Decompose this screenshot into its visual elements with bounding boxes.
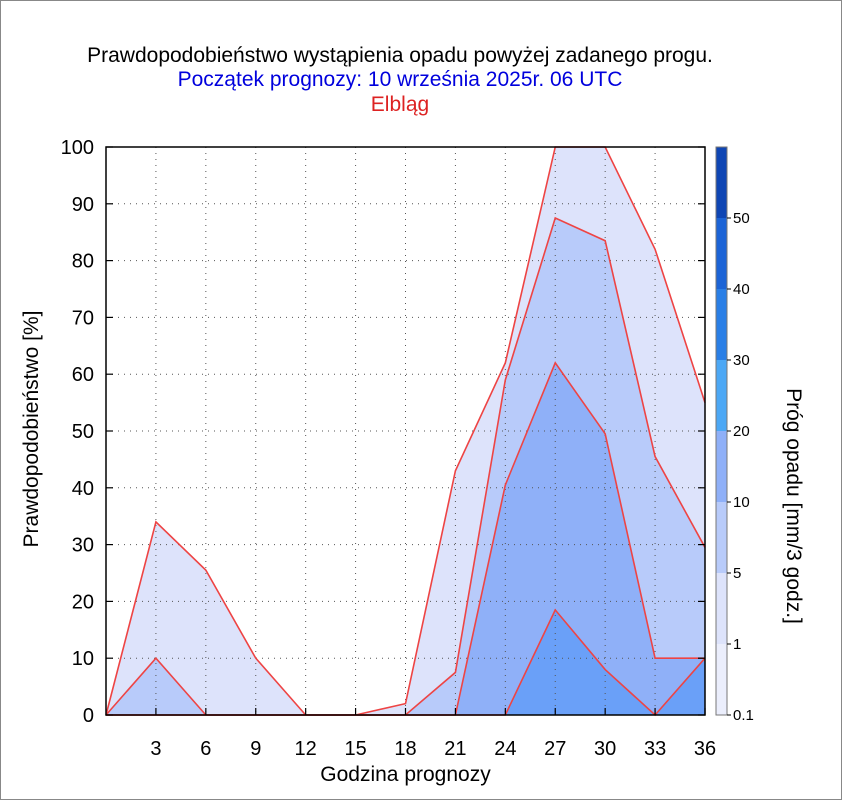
y-tick-label: 90	[72, 194, 94, 216]
colorbar-segment	[716, 218, 727, 289]
y-axis-ticks: 0 10 20 30 40 50 60 70 80 90 100	[61, 137, 705, 727]
y-tick-label: 30	[72, 535, 94, 557]
chart-title: Prawdopodobieństwo wystąpienia opadu pow…	[87, 44, 713, 67]
colorbar-tick-label: 5	[733, 565, 741, 582]
colorbar-segment	[716, 431, 727, 502]
colorbar: 0.1 1 5 10 20 30 40 50	[715, 146, 754, 724]
y-axis-label: Prawdopodobieństwo [%]	[20, 311, 43, 548]
colorbar-tick-label: 1	[733, 636, 741, 653]
y-tick-label: 0	[83, 705, 94, 727]
x-tick-label: 36	[694, 738, 716, 760]
x-tick-label: 21	[444, 738, 466, 760]
colorbar-segment	[716, 502, 727, 573]
chart-subtitle: Początek prognozy: 10 września 2025r. 06…	[177, 68, 623, 91]
x-axis-label: Godzina prognozy	[320, 763, 491, 786]
y-tick-label: 60	[72, 364, 94, 386]
x-tick-label: 18	[394, 738, 416, 760]
colorbar-tick-label: 20	[733, 423, 750, 440]
colorbar-segment	[716, 147, 727, 218]
colorbar-tick-label: 10	[733, 494, 750, 511]
x-tick-label: 12	[295, 738, 317, 760]
x-tick-label: 27	[544, 738, 566, 760]
colorbar-tick-label: 40	[733, 281, 750, 298]
station-name: Elbląg	[370, 93, 430, 116]
colorbar-tick-label: 30	[733, 352, 750, 369]
colorbar-label: Próg opadu [mm/3 godz.]	[782, 388, 805, 624]
y-tick-label: 40	[72, 478, 94, 500]
y-tick-label: 100	[61, 137, 94, 159]
probability-areas	[106, 147, 705, 715]
x-axis-ticks: 3 6 9 12 15 18 21 24 27 30 33 36	[150, 708, 716, 760]
colorbar-tick-label: 50	[733, 210, 750, 227]
x-tick-label: 15	[344, 738, 366, 760]
y-tick-label: 10	[72, 648, 94, 670]
colorbar-segment	[716, 289, 727, 360]
x-tick-label: 30	[594, 738, 616, 760]
x-tick-label: 9	[250, 738, 261, 760]
colorbar-tick-label: 0.1	[733, 707, 754, 724]
colorbar-segment	[716, 644, 727, 715]
x-tick-label: 24	[494, 738, 516, 760]
y-tick-label: 20	[72, 591, 94, 613]
y-tick-label: 50	[72, 421, 94, 443]
x-tick-label: 3	[150, 738, 161, 760]
area-threshold-4	[106, 609, 705, 715]
x-tick-label: 6	[200, 738, 211, 760]
y-tick-label: 70	[72, 307, 94, 329]
colorbar-segment	[716, 573, 727, 644]
colorbar-segment	[716, 360, 727, 431]
x-tick-label: 33	[644, 738, 666, 760]
y-tick-label: 80	[72, 251, 94, 273]
